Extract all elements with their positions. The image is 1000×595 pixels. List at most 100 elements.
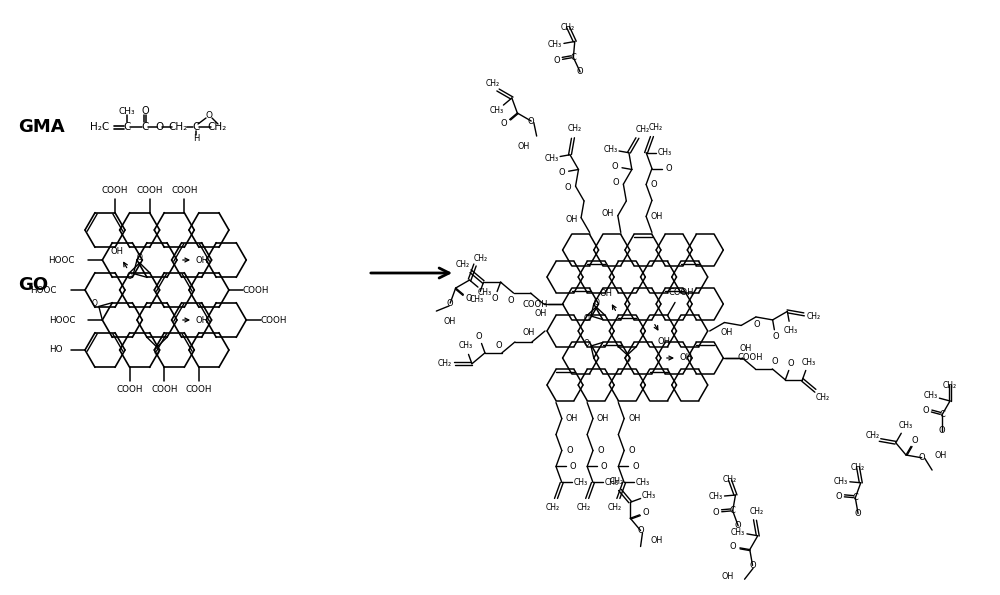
- Text: COOH: COOH: [243, 286, 269, 295]
- Text: O: O: [528, 117, 534, 126]
- Text: C: C: [852, 493, 858, 502]
- Text: CH₃: CH₃: [802, 358, 816, 367]
- Text: CH₃: CH₃: [642, 491, 656, 500]
- Text: COOH: COOH: [523, 299, 548, 308]
- Text: O: O: [598, 446, 604, 455]
- Text: H₂C: H₂C: [90, 122, 110, 132]
- Text: CH₂: CH₂: [561, 23, 575, 32]
- Text: COOH: COOH: [151, 385, 178, 394]
- Text: COOH: COOH: [738, 353, 763, 362]
- Text: O: O: [558, 168, 565, 177]
- Text: COOH: COOH: [261, 315, 287, 324]
- Text: O: O: [835, 492, 842, 501]
- Text: OH: OH: [722, 572, 734, 581]
- Text: CH₂: CH₂: [851, 462, 865, 471]
- Text: C: C: [123, 122, 131, 132]
- Text: O: O: [749, 561, 756, 570]
- Text: CH₃: CH₃: [834, 477, 848, 486]
- Text: CH₂: CH₂: [207, 122, 227, 132]
- Text: OH: OH: [602, 209, 614, 218]
- Text: O: O: [508, 296, 514, 305]
- Text: O: O: [155, 122, 163, 132]
- Text: OH: OH: [720, 328, 732, 337]
- Text: CH₂: CH₂: [816, 393, 830, 402]
- Text: OH: OH: [740, 344, 752, 353]
- Text: CH₂: CH₂: [943, 380, 957, 390]
- Text: CH₃: CH₃: [544, 154, 558, 162]
- Text: C: C: [141, 122, 149, 132]
- Text: O: O: [637, 526, 644, 535]
- Text: CH₃: CH₃: [708, 492, 723, 501]
- Text: CH₃: CH₃: [899, 421, 913, 430]
- Text: OH: OH: [650, 536, 663, 545]
- Text: CH₂: CH₂: [723, 475, 737, 484]
- Text: CH₂: CH₂: [648, 123, 662, 131]
- Text: O: O: [584, 314, 590, 323]
- Text: CH₂: CH₂: [568, 124, 582, 133]
- Text: CH₃: CH₃: [574, 478, 588, 487]
- Text: OH: OH: [650, 212, 662, 221]
- Text: CH₂: CH₂: [438, 359, 452, 368]
- Text: O: O: [911, 436, 918, 445]
- Text: CH₃: CH₃: [658, 148, 672, 157]
- Text: O: O: [632, 462, 639, 471]
- Text: COOH: COOH: [136, 186, 163, 195]
- Text: CH₂: CH₂: [610, 477, 624, 486]
- Text: CH₂: CH₂: [608, 503, 622, 512]
- Text: COOH: COOH: [186, 385, 212, 394]
- Text: OH: OH: [518, 142, 530, 152]
- Text: C: C: [939, 411, 945, 419]
- Text: O: O: [629, 446, 635, 455]
- Text: OH: OH: [597, 414, 609, 423]
- Text: COOH: COOH: [102, 186, 128, 195]
- Text: CH₃: CH₃: [489, 107, 504, 115]
- Text: OH: OH: [628, 414, 640, 423]
- Text: O: O: [939, 427, 945, 436]
- Text: HOOC: HOOC: [49, 315, 75, 324]
- Text: O: O: [612, 162, 618, 171]
- Text: O: O: [730, 542, 736, 551]
- Text: HOOC: HOOC: [48, 255, 74, 265]
- Text: GMA: GMA: [18, 118, 65, 136]
- Text: CH₃: CH₃: [548, 40, 562, 49]
- Text: O: O: [447, 299, 454, 308]
- Text: O: O: [476, 333, 482, 342]
- Text: OH: OH: [566, 414, 578, 423]
- Text: O: O: [137, 253, 143, 262]
- Text: O: O: [918, 453, 925, 462]
- Text: O: O: [712, 508, 719, 517]
- Text: HOOC: HOOC: [31, 286, 57, 295]
- Text: OH: OH: [565, 215, 577, 224]
- Text: O: O: [126, 271, 132, 281]
- Text: CH₂: CH₂: [474, 253, 488, 262]
- Text: CH₃: CH₃: [731, 528, 745, 537]
- Text: CH₃: CH₃: [924, 392, 938, 400]
- Text: O: O: [141, 106, 149, 116]
- Text: HO: HO: [50, 346, 63, 355]
- Text: O: O: [624, 355, 630, 365]
- Text: OH: OH: [195, 315, 208, 324]
- Text: CH₂: CH₂: [807, 312, 821, 321]
- Text: O: O: [601, 462, 607, 471]
- Text: COOH: COOH: [116, 385, 143, 394]
- Text: O: O: [612, 178, 619, 187]
- Text: O: O: [496, 341, 503, 350]
- Text: CH₃: CH₃: [470, 296, 484, 305]
- Text: O: O: [735, 521, 741, 530]
- Text: CH₂: CH₂: [750, 506, 764, 516]
- Text: H: H: [193, 133, 199, 142]
- Text: O: O: [772, 332, 779, 341]
- Text: O: O: [154, 347, 160, 356]
- Text: O: O: [491, 293, 498, 303]
- Text: O: O: [643, 508, 650, 517]
- Text: O: O: [788, 359, 794, 368]
- Text: CH₂: CH₂: [865, 431, 879, 440]
- Text: O: O: [92, 299, 97, 308]
- Text: OH: OH: [599, 289, 612, 298]
- Text: O: O: [564, 183, 571, 192]
- Text: CH₃: CH₃: [603, 145, 617, 154]
- Text: COOH: COOH: [171, 186, 198, 195]
- Text: OH: OH: [534, 309, 546, 318]
- Text: OH: OH: [195, 255, 208, 265]
- Text: OH: OH: [679, 353, 692, 362]
